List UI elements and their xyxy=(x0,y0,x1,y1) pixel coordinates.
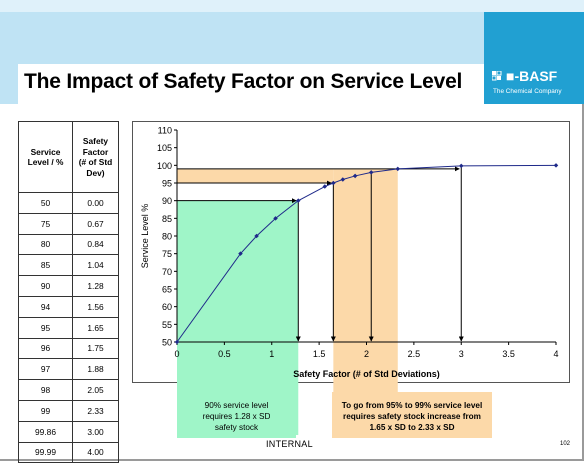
note-green-line-3: safety stock xyxy=(214,423,259,432)
y-tick-label: 95 xyxy=(162,179,172,189)
note-green: 90% service level requires 1.28 x SD saf… xyxy=(177,392,296,438)
data-point xyxy=(322,184,328,189)
note-green-line-2: requires 1.28 x SD xyxy=(202,412,271,421)
orange-horizontal-band xyxy=(177,168,334,183)
logo-word: ■-BASF xyxy=(506,68,558,84)
green-band xyxy=(177,200,299,205)
header-safety-factor-text: Safety Factor (# of Std Dev) xyxy=(78,136,113,178)
data-point xyxy=(340,177,346,182)
data-point xyxy=(395,166,401,172)
y-tick-label: 105 xyxy=(157,143,172,153)
logo-squares-icon xyxy=(492,71,502,81)
title-bar xyxy=(18,64,484,104)
y-tick-label: 75 xyxy=(162,249,172,259)
x-tick-label: 4 xyxy=(553,349,558,359)
note-green-line-1: 90% service level xyxy=(204,401,269,410)
y-axis-label: Service Level % xyxy=(140,204,150,269)
table-row: 99 2.33 xyxy=(18,399,119,422)
y-tick-label: 70 xyxy=(162,267,172,277)
table-row: 94 1.56 xyxy=(18,295,119,318)
header-strip xyxy=(0,0,584,12)
data-table: Service Level / % Safety Factor (# of St… xyxy=(18,121,119,463)
table-cell-safety-factor: 1.65 xyxy=(72,316,119,339)
y-tick-label: 100 xyxy=(157,161,172,171)
x-tick-label: 0.5 xyxy=(218,349,231,359)
x-axis-label: Safety Factor (# of Std Deviations) xyxy=(293,369,440,379)
y-tick-label: 110 xyxy=(158,126,172,136)
x-tick-label: 2.5 xyxy=(408,349,421,359)
y-tick-label: 50 xyxy=(162,338,172,348)
x-tick-label: 1.5 xyxy=(313,349,326,359)
data-point xyxy=(273,216,278,221)
note-orange: To go from 95% to 99% service level requ… xyxy=(332,392,492,438)
table-header-safety-factor: Safety Factor (# of Std Dev) xyxy=(72,121,119,193)
y-tick-label: 80 xyxy=(162,232,172,242)
x-tick-label: 3.5 xyxy=(502,349,515,359)
orange-shaded-region xyxy=(333,168,398,435)
logo-tagline: The Chemical Company xyxy=(493,88,562,95)
x-tick-label: 1 xyxy=(269,349,274,359)
page-title: The Impact of Safety Factor on Service L… xyxy=(24,70,463,93)
data-point xyxy=(458,163,464,169)
y-tick-label: 90 xyxy=(162,196,172,206)
data-point xyxy=(174,339,180,345)
data-point xyxy=(368,170,374,175)
classification-label: INTERNAL xyxy=(266,439,313,449)
x-tick-label: 2 xyxy=(364,349,369,359)
table-row: 99.99 4.00 xyxy=(18,441,119,463)
note-orange-line-2: requires safety stock increase from xyxy=(343,412,481,421)
x-tick-label: 0 xyxy=(174,349,179,359)
note-orange-line-1: To go from 95% to 99% service level xyxy=(341,401,483,410)
logo-box xyxy=(484,12,584,104)
page-number: 102 xyxy=(560,441,571,447)
x-tick-label: 3 xyxy=(459,349,464,359)
table-row: 75 0.67 xyxy=(18,212,119,235)
logo-brand: BASF xyxy=(519,68,558,84)
table-body: 50 0.00 75 0.67 80 0.84 85 1.04 90 1.28 94 1.56 95 1.… xyxy=(18,192,119,463)
y-tick-label: 85 xyxy=(162,214,172,224)
y-tick-label: 65 xyxy=(162,285,172,295)
y-tick-label: 55 xyxy=(162,320,172,330)
note-orange-line-3: 1.65 x SD to 2.33 x SD xyxy=(369,423,455,432)
table-row: 99.86 3.00 xyxy=(18,420,119,443)
data-point xyxy=(553,163,559,168)
header-service-level-text: Service Level / % xyxy=(27,146,64,168)
y-tick-label: 60 xyxy=(162,302,172,312)
table-row: 85 1.04 xyxy=(18,254,119,277)
table-header-service-level: Service Level / % xyxy=(18,121,73,193)
